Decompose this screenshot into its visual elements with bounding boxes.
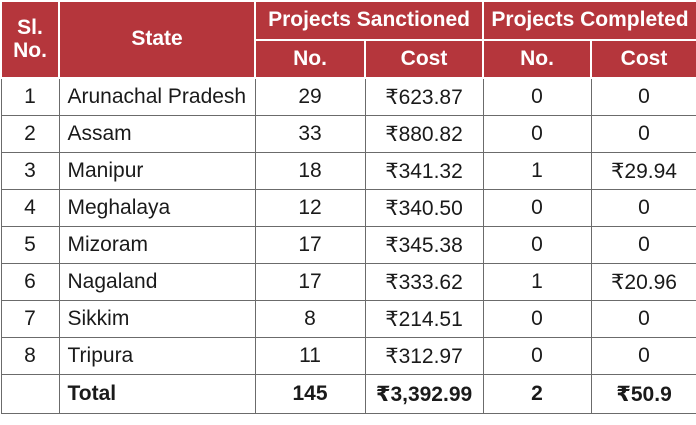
cell-completed-no: 0 [482, 226, 592, 264]
cell-completed-no: 0 [482, 77, 592, 116]
table-row: 8 Tripura 11 ₹312.97 0 0 [0, 337, 696, 375]
cell-completed-no: 0 [482, 300, 592, 338]
cell-completed-no: 1 [482, 263, 592, 301]
header-state: State [58, 0, 256, 79]
cell-completed-no: 0 [482, 115, 592, 153]
table-row: 4 Meghalaya 12 ₹340.50 0 0 [0, 189, 696, 227]
cell-sl-no: 7 [0, 300, 60, 338]
table-row: 7 Sikkim 8 ₹214.51 0 0 [0, 300, 696, 338]
table-row: 1 Arunachal Pradesh 29 ₹623.87 0 0 [0, 77, 696, 116]
total-completed-no: 2 [482, 374, 592, 414]
cell-completed-cost: 0 [590, 115, 696, 153]
table-row: 6 Nagaland 17 ₹333.62 1 ₹20.96 [0, 263, 696, 301]
cell-state: Mizoram [58, 226, 256, 264]
cell-completed-cost: 0 [590, 226, 696, 264]
cell-sanctioned-no: 17 [254, 226, 366, 264]
cell-state: Assam [58, 115, 256, 153]
header-completed-no: No. [482, 39, 593, 79]
cell-sl-no: 2 [0, 115, 60, 153]
cell-sanctioned-no: 18 [254, 152, 366, 190]
header-sanctioned-cost: Cost [363, 39, 485, 79]
cell-sanctioned-cost: ₹880.82 [364, 115, 484, 153]
cell-state: Sikkim [58, 300, 256, 338]
cell-sanctioned-cost: ₹623.87 [364, 77, 484, 116]
cell-completed-cost: 0 [590, 300, 696, 338]
cell-sl-no: 1 [0, 77, 60, 116]
cell-completed-cost: 0 [590, 189, 696, 227]
cell-state: Arunachal Pradesh [58, 77, 256, 116]
cell-state: Manipur [58, 152, 256, 190]
header-projects-sanctioned: Projects Sanctioned [253, 0, 485, 41]
cell-sanctioned-cost: ₹214.51 [364, 300, 484, 338]
cell-sanctioned-no: 29 [254, 77, 366, 116]
cell-state: Nagaland [58, 263, 256, 301]
cell-completed-no: 1 [482, 152, 592, 190]
cell-completed-cost: ₹20.96 [590, 263, 696, 301]
cell-sl-no: 6 [0, 263, 60, 301]
cell-sanctioned-cost: ₹341.32 [364, 152, 484, 190]
table-body: 1 Arunachal Pradesh 29 ₹623.87 0 0 2 Ass… [0, 77, 696, 414]
cell-completed-no: 0 [482, 189, 592, 227]
total-label: Total [58, 374, 256, 414]
cell-sanctioned-cost: ₹345.38 [364, 226, 484, 264]
header-sanctioned-no: No. [254, 39, 366, 79]
total-sanctioned-cost: ₹3,392.99 [364, 374, 484, 414]
cell-sanctioned-no: 33 [254, 115, 366, 153]
cell-sanctioned-cost: ₹340.50 [364, 189, 484, 227]
cell-sanctioned-no: 12 [254, 189, 366, 227]
cell-sl-no: 3 [0, 152, 60, 190]
cell-state: Meghalaya [58, 189, 256, 227]
cell-completed-cost: 0 [590, 337, 696, 375]
table-row: 2 Assam 33 ₹880.82 0 0 [0, 115, 696, 153]
cell-sl-no: 4 [0, 189, 60, 227]
cell-sanctioned-cost: ₹312.97 [364, 337, 484, 375]
table-row: 5 Mizoram 17 ₹345.38 0 0 [0, 226, 696, 264]
cell-sl-no: 8 [0, 337, 60, 375]
table-header: Sl. No. State Projects Sanctioned Projec… [0, 0, 696, 79]
cell-sanctioned-no: 11 [254, 337, 366, 375]
cell-sl-no-empty [0, 374, 60, 414]
header-sl-no: Sl. No. [0, 0, 60, 79]
header-projects-completed: Projects Completed [482, 0, 696, 41]
cell-sl-no: 5 [0, 226, 60, 264]
cell-completed-cost: ₹29.94 [590, 152, 696, 190]
total-sanctioned-no: 145 [254, 374, 366, 414]
cell-completed-cost: 0 [590, 77, 696, 116]
cell-state: Tripura [58, 337, 256, 375]
total-completed-cost: ₹50.9 [590, 374, 696, 414]
cell-completed-no: 0 [482, 337, 592, 375]
cell-sanctioned-no: 8 [254, 300, 366, 338]
header-completed-cost: Cost [590, 39, 696, 79]
cell-sanctioned-cost: ₹333.62 [364, 263, 484, 301]
projects-table: Sl. No. State Projects Sanctioned Projec… [0, 0, 696, 414]
cell-sanctioned-no: 17 [254, 263, 366, 301]
table-row: 3 Manipur 18 ₹341.32 1 ₹29.94 [0, 152, 696, 190]
total-row: Total 145 ₹3,392.99 2 ₹50.9 [0, 374, 696, 414]
